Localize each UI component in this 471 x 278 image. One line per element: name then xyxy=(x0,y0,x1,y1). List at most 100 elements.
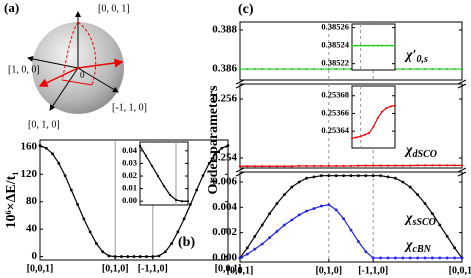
data-point xyxy=(379,256,382,260)
data-point xyxy=(327,67,330,71)
y-tick-label: 0 xyxy=(32,250,38,262)
data-point xyxy=(246,246,249,250)
data-point xyxy=(170,242,174,245)
data-point xyxy=(401,164,404,167)
data-point xyxy=(261,67,264,71)
data-point xyxy=(372,44,375,47)
panel: 0.000 0.002 0.004 0.006 [0,0,1] [0,1,0] [-1,1,… xyxy=(212,171,471,276)
data-point xyxy=(355,136,358,139)
data-point xyxy=(57,161,61,165)
data-point xyxy=(145,255,148,258)
spin-arrow xyxy=(38,67,79,87)
series-label-sub: cBN xyxy=(413,244,432,255)
data-point xyxy=(132,255,136,258)
x-tick-label: [-1,1,0] xyxy=(138,263,168,274)
data-point xyxy=(381,110,384,113)
data-point xyxy=(446,164,449,167)
y-tick-label: 0.01 xyxy=(122,183,137,193)
direction-label: [1, 0, 0] xyxy=(8,64,40,75)
data-point xyxy=(44,146,48,150)
data-point xyxy=(438,67,441,71)
plot-frame xyxy=(351,85,396,149)
data-point xyxy=(168,193,172,197)
data-point xyxy=(157,254,161,258)
y-tick-label: 0.02 xyxy=(122,170,137,180)
series-label: χ′0,s xyxy=(404,48,428,65)
data-point xyxy=(438,256,442,260)
data-point xyxy=(51,152,54,156)
data-point xyxy=(401,256,405,260)
data-point xyxy=(408,256,412,260)
data-point xyxy=(453,164,456,167)
axis-breaks xyxy=(235,79,467,177)
data-point xyxy=(376,116,379,119)
data-point xyxy=(297,180,301,184)
y-tick-label: 0.25366 xyxy=(321,107,349,117)
y-tick-label: 0.002 xyxy=(212,226,237,238)
data-point xyxy=(408,185,412,189)
y-tick-label: 0.38526 xyxy=(321,22,349,32)
y-tick-label: 0.25368 xyxy=(321,90,349,100)
panel: 0.254 0.256 χdSCO xyxy=(212,83,464,169)
data-point xyxy=(207,161,211,165)
data-point xyxy=(305,67,308,71)
y-tick-label: 0.04 xyxy=(122,145,138,155)
y-tick-label: 80 xyxy=(26,195,38,207)
series-label-main: χ′ xyxy=(404,48,417,63)
data-point xyxy=(305,176,308,180)
spin-path xyxy=(61,79,93,86)
panel-label: (a) xyxy=(4,0,19,15)
data-point xyxy=(298,67,301,71)
y-tick-label: 0.38524 xyxy=(321,40,349,50)
x-tick-label: [0,0,1] xyxy=(449,265,471,276)
data-point xyxy=(394,164,397,167)
y-tick-label: 40 xyxy=(26,223,38,235)
data-point xyxy=(268,165,271,168)
data-point xyxy=(283,67,286,71)
data-point xyxy=(246,67,249,71)
data-point xyxy=(423,202,427,205)
data-point xyxy=(359,44,362,47)
data-point xyxy=(368,44,371,47)
y-tick-label: 0.004 xyxy=(212,201,237,213)
data-point xyxy=(163,250,167,254)
data-point xyxy=(351,44,353,47)
data-point xyxy=(176,230,180,234)
data-point xyxy=(260,223,264,227)
data-point xyxy=(460,256,464,260)
data-point xyxy=(101,250,105,254)
x-tick-label: [0,0,1] xyxy=(215,263,242,274)
data-point xyxy=(423,164,427,167)
y-tick-label: 0.25364 xyxy=(321,125,349,135)
data-point xyxy=(238,67,242,71)
y-tick-label: 160 xyxy=(21,140,38,152)
data-point xyxy=(290,218,294,222)
data-point xyxy=(438,164,441,167)
series-label-main: χ xyxy=(404,143,413,158)
data-point xyxy=(349,174,353,178)
data-point xyxy=(312,175,316,179)
data-point xyxy=(126,255,130,258)
plot-frame xyxy=(239,171,463,263)
data-point xyxy=(335,67,338,71)
data-point xyxy=(460,164,464,167)
data-point xyxy=(305,164,308,168)
data-point xyxy=(431,256,434,260)
y-tick-label: 0.254 xyxy=(212,152,237,164)
data-point xyxy=(335,164,338,168)
data-point xyxy=(446,67,449,71)
plot-frame xyxy=(39,139,229,261)
data-point xyxy=(357,164,360,167)
data-point xyxy=(379,164,382,167)
data-point xyxy=(334,174,338,178)
data-point xyxy=(364,164,367,167)
plot-frame xyxy=(239,21,463,81)
data-point xyxy=(189,203,192,206)
data-point xyxy=(95,242,98,245)
panel: 0.25364 0.25366 0.25368 xyxy=(321,85,396,149)
data-point xyxy=(394,256,397,260)
data-point xyxy=(275,165,279,168)
panel-label: (b) xyxy=(178,235,195,250)
series-label: χsSCO xyxy=(404,211,436,228)
